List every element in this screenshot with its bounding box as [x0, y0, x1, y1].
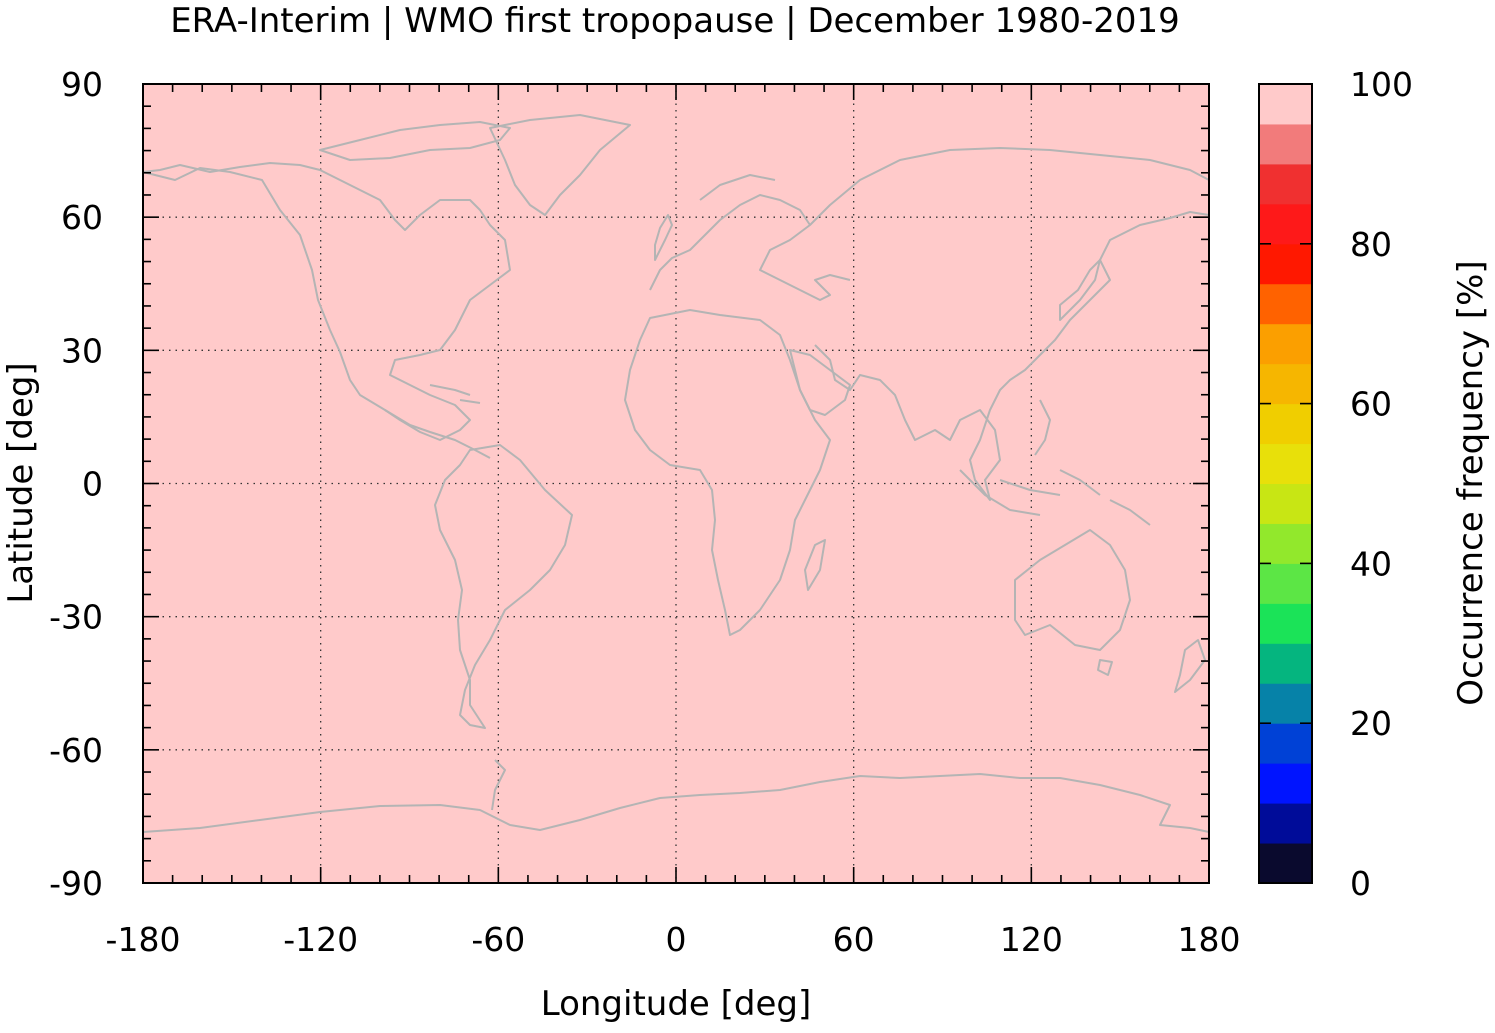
colorbar-swatch	[1259, 443, 1312, 484]
colorbar-tick-label: 20	[1350, 704, 1392, 743]
x-tick-labels: -180 -120 -60 0 60 120 180	[106, 920, 1241, 959]
colorbar-swatch	[1259, 643, 1312, 684]
colorbar-swatch	[1259, 483, 1312, 524]
coastline-asia	[809, 147, 1210, 501]
coastline-caribbean	[429, 384, 481, 404]
y-tick-label: 30	[61, 331, 103, 370]
colorbar-tick-label: 40	[1350, 544, 1392, 583]
colorbar-swatch	[1259, 803, 1312, 844]
coastline-south-america	[434, 444, 573, 729]
map-title: ERA-Interim | WMO first tropopause | Dec…	[170, 1, 1180, 41]
colorbar-swatch	[1259, 563, 1312, 604]
colorbar-swatch	[1259, 323, 1312, 365]
x-tick-label: 0	[666, 920, 687, 959]
coastline-madagascar	[804, 539, 826, 591]
coastline-arabia	[789, 349, 851, 416]
x-axis-label: Longitude [deg]	[541, 984, 812, 1024]
axis-ticks	[142, 83, 1210, 884]
coastline-africa	[624, 309, 831, 636]
colorbar-frame	[1258, 83, 1313, 884]
colorbar-swatch	[1259, 163, 1312, 205]
coastline-greenland	[489, 114, 631, 216]
y-tick-label: -60	[49, 731, 103, 770]
colorbar-tick-label: 100	[1350, 65, 1413, 104]
colorbar-swatch	[1259, 84, 1312, 125]
colorbar-swatch	[1259, 763, 1312, 804]
y-tick-label: 90	[61, 65, 103, 104]
x-tick-label: 120	[1000, 920, 1063, 959]
y-axis-label: Latitude [deg]	[1, 362, 41, 603]
colorbar-swatch	[1259, 603, 1312, 644]
colorbar-swatch	[1259, 363, 1312, 405]
y-tick-label: -30	[49, 598, 103, 637]
coastline-north-america	[142, 162, 511, 441]
coastlines	[142, 114, 1210, 833]
coastline-japan	[1059, 259, 1101, 321]
colorbar-swatch	[1259, 283, 1312, 325]
colorbar-swatch	[1259, 123, 1312, 165]
x-tick-label: 60	[833, 920, 875, 959]
x-tick-label: 180	[1178, 920, 1241, 959]
colorbar-swatch	[1259, 523, 1312, 564]
colorbar-swatch	[1259, 683, 1312, 724]
coastline-australia	[1014, 529, 1131, 651]
coastline-tasmania	[1097, 659, 1113, 676]
x-tick-label: -120	[283, 920, 358, 959]
x-tick-label: -60	[471, 920, 525, 959]
coastline-new-zealand	[1174, 639, 1206, 693]
colorbar-tick-labels: 100 80 60 40 20 0	[1350, 65, 1413, 903]
y-tick-label: 0	[82, 465, 103, 504]
coastline-antarctic-peninsula	[491, 759, 506, 811]
grid-lines	[143, 84, 1209, 883]
coastline-philippines	[1034, 399, 1051, 456]
colorbar-swatch	[1259, 723, 1312, 764]
x-tick-label: -180	[106, 920, 181, 959]
colorbar-tick-label: 80	[1350, 225, 1392, 264]
colorbar-tick-label: 0	[1350, 864, 1371, 903]
coastline-arctic-islands	[319, 121, 511, 161]
coastline-indonesia	[959, 469, 1151, 526]
colorbar	[1259, 84, 1312, 884]
colorbar-swatch	[1259, 203, 1312, 245]
y-tick-labels: 90 60 30 0 -30 -60 -90	[49, 65, 103, 903]
colorbar-swatch	[1259, 243, 1312, 285]
y-tick-label: 60	[61, 198, 103, 237]
coastline-britain	[654, 214, 673, 261]
colorbar-label: Occurrence frequency [%]	[1451, 260, 1491, 705]
coastline-antarctica	[142, 773, 1210, 833]
y-tick-label: -90	[49, 864, 103, 903]
coastline-central-america	[384, 409, 491, 459]
colorbar-swatch	[1259, 843, 1312, 884]
colorbar-tick-label: 60	[1350, 385, 1392, 424]
colorbar-swatch	[1259, 403, 1312, 445]
